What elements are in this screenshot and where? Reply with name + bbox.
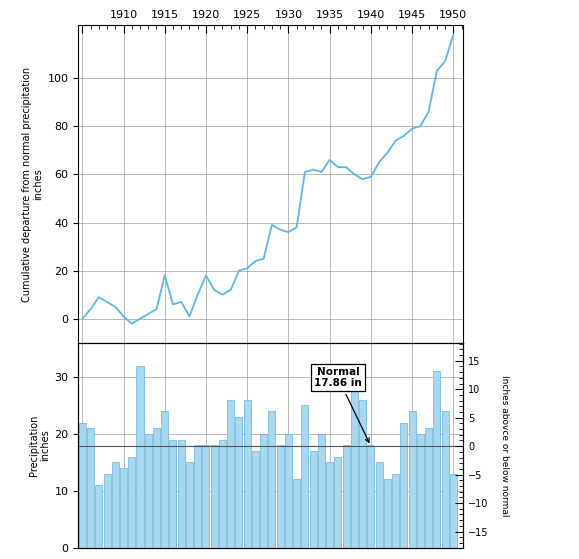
Bar: [310, 451, 317, 548]
Bar: [359, 400, 366, 548]
Bar: [96, 485, 102, 548]
Bar: [170, 439, 177, 548]
Bar: [392, 474, 399, 548]
Bar: [112, 462, 119, 548]
Bar: [285, 434, 292, 548]
Bar: [318, 434, 325, 548]
Bar: [104, 474, 111, 548]
Bar: [87, 428, 94, 548]
Bar: [409, 411, 416, 548]
Bar: [277, 446, 284, 548]
Bar: [120, 468, 127, 548]
Bar: [161, 411, 168, 548]
Bar: [417, 434, 424, 548]
Bar: [335, 457, 342, 548]
Bar: [244, 400, 251, 548]
Bar: [79, 423, 86, 548]
Bar: [433, 371, 440, 548]
Bar: [442, 411, 449, 548]
Bar: [400, 423, 408, 548]
Bar: [343, 446, 350, 548]
Bar: [137, 366, 144, 548]
Bar: [186, 462, 193, 548]
Bar: [219, 439, 226, 548]
Bar: [450, 474, 457, 548]
Bar: [227, 400, 234, 548]
Bar: [252, 451, 259, 548]
Bar: [194, 446, 201, 548]
Bar: [384, 480, 391, 548]
Bar: [367, 446, 375, 548]
Bar: [269, 411, 276, 548]
Bar: [302, 405, 309, 548]
Bar: [129, 457, 135, 548]
Y-axis label: Inches abovce or below normal: Inches abovce or below normal: [500, 375, 509, 516]
Bar: [376, 462, 383, 548]
Bar: [153, 428, 160, 548]
Y-axis label: Cumulative departure from normal precipitation
inches: Cumulative departure from normal precipi…: [21, 67, 43, 301]
Y-axis label: Precipitation
inches: Precipitation inches: [28, 415, 50, 476]
Bar: [293, 480, 300, 548]
Bar: [178, 439, 185, 548]
Bar: [326, 462, 333, 548]
Text: Normal
17.86 in: Normal 17.86 in: [314, 367, 369, 442]
Bar: [203, 446, 210, 548]
Bar: [145, 434, 152, 548]
Bar: [425, 428, 432, 548]
Bar: [260, 434, 267, 548]
Bar: [211, 446, 218, 548]
Bar: [236, 417, 243, 548]
Bar: [351, 383, 358, 548]
